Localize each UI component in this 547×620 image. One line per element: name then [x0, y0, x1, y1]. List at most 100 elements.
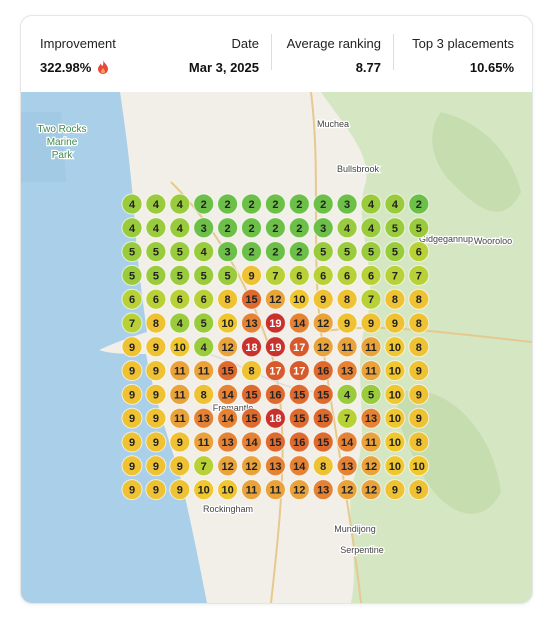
- rank-label: 4: [177, 199, 184, 211]
- rank-circle: [241, 312, 262, 334]
- rank-circle: [169, 407, 191, 429]
- rank-circle: [121, 455, 143, 477]
- rank-circle: [312, 336, 334, 358]
- rank-circle: [193, 288, 215, 310]
- rank-label: 4: [177, 318, 184, 330]
- rank-circle: [121, 288, 143, 310]
- rank-label: 10: [389, 342, 401, 354]
- rank-label: 11: [198, 437, 210, 449]
- rank-label: 17: [293, 366, 305, 378]
- rank-label: 13: [198, 413, 210, 425]
- rank-label: 2: [296, 247, 302, 259]
- rank-label: 5: [392, 247, 398, 259]
- rank-label: 7: [416, 270, 422, 282]
- rank-label: 7: [272, 270, 278, 282]
- rank-circle: [384, 407, 406, 429]
- rank-label: 9: [129, 413, 135, 425]
- rank-label: 9: [153, 437, 159, 449]
- stat-value: Mar 3, 2025: [188, 60, 259, 75]
- rank-label: 16: [317, 366, 329, 378]
- rank-circle: [145, 193, 167, 215]
- rank-circle: [169, 455, 191, 477]
- rank-label: 10: [293, 294, 305, 306]
- ocean: [21, 92, 207, 603]
- rank-label: 7: [392, 270, 398, 282]
- rank-label: 13: [341, 366, 353, 378]
- rank-label: 10: [389, 389, 401, 401]
- rank-circle: [384, 383, 406, 405]
- rank-circle: [264, 383, 286, 405]
- rank-circle: [121, 312, 143, 334]
- rank-label: 5: [225, 270, 231, 282]
- rank-circle: [336, 264, 358, 286]
- rank-circle: [384, 264, 406, 286]
- rank-circle: [312, 383, 334, 405]
- rank-label: 11: [174, 389, 186, 401]
- rank-label: 9: [153, 413, 159, 425]
- rank-circle: [169, 336, 191, 358]
- rank-label: 14: [245, 437, 258, 449]
- rank-circle: [336, 241, 358, 263]
- rank-label: 8: [201, 389, 207, 401]
- rank-label: 9: [129, 461, 135, 473]
- rank-label: 6: [296, 270, 302, 282]
- rank-label: 18: [269, 413, 281, 425]
- ranking-card: Improvement 322.98% Date Mar 3, 2025 Ave…: [20, 15, 533, 604]
- rank-circle: [408, 217, 430, 239]
- rank-label: 5: [201, 318, 207, 330]
- rank-label: 5: [320, 247, 326, 259]
- rank-circle: [217, 288, 239, 310]
- map-label: Mundijong: [334, 524, 376, 534]
- rank-circle: [408, 264, 430, 286]
- rank-label: 4: [201, 247, 208, 259]
- rank-circle: [241, 288, 262, 310]
- rank-circle: [241, 264, 262, 286]
- rank-circle: [384, 217, 406, 239]
- rank-label: 9: [416, 366, 422, 378]
- rank-circle: [264, 217, 286, 239]
- rank-circle: [312, 241, 334, 263]
- rank-circle: [121, 407, 143, 429]
- rank-label: 12: [341, 485, 353, 497]
- rank-circle: [336, 288, 358, 310]
- rank-circle: [360, 264, 382, 286]
- rank-label: 8: [416, 294, 422, 306]
- rank-label: 15: [245, 389, 257, 401]
- rank-circle: [384, 288, 406, 310]
- rank-circle: [336, 455, 358, 477]
- rank-circle: [217, 479, 239, 501]
- rank-circle: [360, 288, 382, 310]
- rank-circle: [360, 336, 382, 358]
- rank-label: 8: [416, 437, 422, 449]
- rank-label: 3: [320, 223, 326, 235]
- rank-circle: [121, 383, 143, 405]
- rank-circle: [288, 455, 310, 477]
- rank-circle: [217, 217, 239, 239]
- rank-label: 7: [344, 413, 350, 425]
- rank-label: 8: [416, 342, 422, 354]
- rank-label: 4: [177, 223, 184, 235]
- rank-circle: [193, 193, 215, 215]
- map-label: Gidgegannup: [419, 234, 473, 244]
- rank-circle: [384, 241, 406, 263]
- rank-circle: [288, 264, 310, 286]
- rank-label: 5: [153, 270, 159, 282]
- rank-circle: [264, 407, 286, 429]
- stat-value: 8.77: [355, 60, 381, 75]
- rank-label: 4: [392, 199, 399, 211]
- rank-circle: [264, 479, 286, 501]
- rank-label: 10: [389, 413, 401, 425]
- rank-label: 2: [201, 199, 207, 211]
- rank-circle: [288, 383, 310, 405]
- rank-label: 9: [153, 485, 159, 497]
- rank-label: 3: [225, 247, 231, 259]
- rank-label: 9: [177, 485, 183, 497]
- rank-circle: [169, 479, 191, 501]
- rank-label: 19: [269, 342, 281, 354]
- rank-circle: [336, 217, 358, 239]
- rank-circle: [336, 193, 358, 215]
- rank-circle: [145, 383, 167, 405]
- rank-circle: [408, 193, 430, 215]
- rank-label: 6: [368, 270, 374, 282]
- rank-label: 13: [341, 461, 353, 473]
